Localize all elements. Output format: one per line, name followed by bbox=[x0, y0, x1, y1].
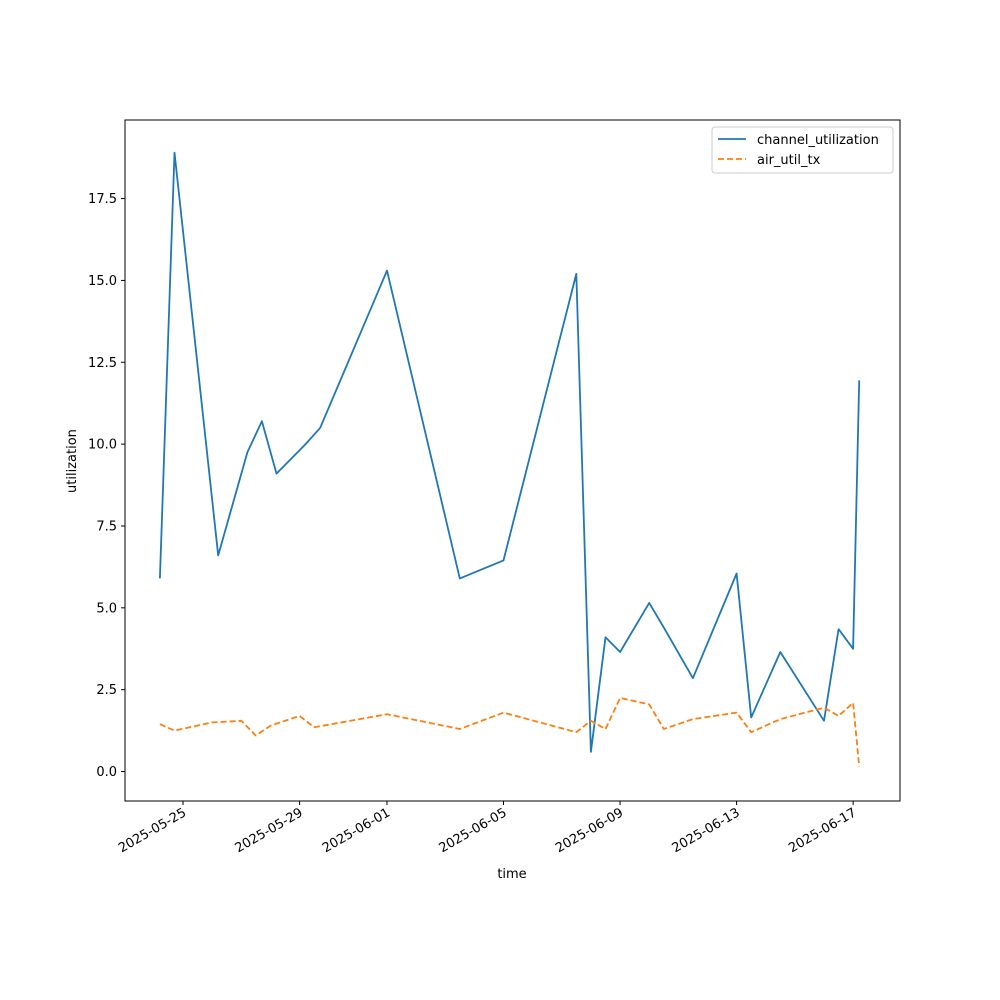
y-tick-label: 17.5 bbox=[88, 192, 117, 207]
y-tick-label: 12.5 bbox=[88, 356, 117, 371]
y-tick-label: 10.0 bbox=[88, 438, 117, 453]
x-tick-label: 2025-06-09 bbox=[553, 805, 626, 856]
series-line-channel-utilization bbox=[159, 151, 861, 753]
legend-box bbox=[711, 126, 894, 174]
x-tick-label: 2025-06-01 bbox=[320, 805, 393, 856]
plot-frame bbox=[124, 119, 901, 802]
y-tick-label: 5.0 bbox=[96, 601, 117, 616]
x-axis: 2025-05-25 2025-05-29 2025-06-01 2025-06-05… bbox=[116, 801, 859, 856]
series-layer bbox=[159, 151, 861, 767]
x-tick-label: 2025-06-05 bbox=[437, 805, 510, 856]
y-axis-label: utilization bbox=[65, 429, 80, 493]
y-axis: 0.0 2.5 5.0 7.5 10.0 12.5 15.0 17.5 bbox=[88, 192, 125, 780]
y-tick-label: 15.0 bbox=[88, 274, 117, 289]
x-tick-label: 2025-06-13 bbox=[670, 805, 743, 856]
x-tick-label: 2025-05-29 bbox=[233, 805, 306, 856]
legend: channel_utilization air_util_tx bbox=[711, 126, 894, 174]
y-tick-label: 7.5 bbox=[96, 519, 117, 534]
legend-label-air-util-tx: air_util_tx bbox=[757, 153, 821, 168]
x-tick-label: 2025-06-17 bbox=[786, 805, 859, 856]
y-tick-label: 0.0 bbox=[96, 765, 117, 780]
legend-label-channel-utilization: channel_utilization bbox=[757, 133, 879, 148]
y-tick-label: 2.5 bbox=[96, 683, 117, 698]
x-axis-label: time bbox=[497, 867, 526, 882]
x-tick-label: 2025-05-25 bbox=[116, 805, 189, 856]
series-line-air-util-tx bbox=[159, 697, 861, 767]
